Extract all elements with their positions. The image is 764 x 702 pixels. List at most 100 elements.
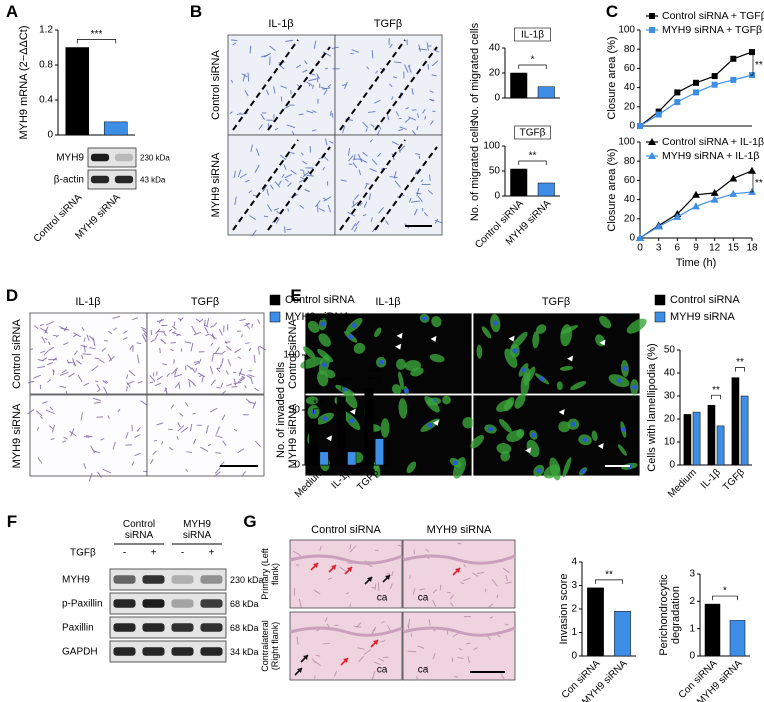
- legend-label: MYH9 siRNA + TGFβ: [662, 24, 762, 36]
- cell: [395, 110, 400, 117]
- bracket: [712, 595, 738, 601]
- cell: [50, 438, 55, 441]
- cell: [462, 577, 471, 582]
- cell: [205, 333, 210, 337]
- cell: [211, 353, 215, 362]
- nucleus: [521, 367, 527, 373]
- arrowhead: [373, 640, 378, 645]
- cell: [102, 468, 112, 474]
- micrograph: [227, 134, 336, 236]
- arrowhead: [567, 355, 574, 362]
- legend-label: Control siRNA: [670, 294, 740, 306]
- cell: [313, 589, 321, 595]
- row-label: MYH9 siRNA: [210, 152, 222, 218]
- bar: [347, 451, 357, 466]
- nucleus: [488, 426, 494, 432]
- cell: [226, 383, 233, 387]
- cell: [221, 414, 226, 421]
- band: [90, 153, 110, 162]
- cell: [274, 181, 281, 188]
- cell: [112, 315, 121, 320]
- cell: [83, 337, 86, 342]
- nucleus: [570, 421, 576, 427]
- cell: [220, 358, 224, 367]
- cell: [186, 451, 193, 453]
- cell: [391, 141, 399, 146]
- y-tick-label: 60: [624, 63, 636, 74]
- cell: [408, 64, 411, 68]
- cell: [408, 116, 416, 121]
- cell: [502, 567, 510, 574]
- blot-label: p-Paxillin: [62, 598, 103, 610]
- scratch-border: [339, 139, 406, 231]
- panel-letter: A: [5, 2, 19, 21]
- cell: [380, 640, 386, 643]
- cell: [462, 417, 474, 429]
- cell: [412, 588, 416, 595]
- micrograph: [289, 611, 403, 681]
- cell: [318, 207, 326, 212]
- band: [113, 647, 136, 656]
- arrowhead: [347, 567, 352, 572]
- cell: [170, 404, 175, 409]
- nucleus: [403, 388, 409, 394]
- cell: [89, 346, 96, 350]
- cell: [389, 43, 393, 49]
- cell: [398, 398, 408, 419]
- cell: [411, 88, 414, 95]
- cell: [270, 184, 274, 190]
- cell: [349, 545, 357, 553]
- x-tick-label: 3: [656, 243, 662, 254]
- y-tick-label: 0: [669, 460, 675, 471]
- y-tick-label: 100: [283, 350, 300, 361]
- cell: [373, 461, 381, 478]
- cell: [248, 374, 255, 378]
- marker: [748, 187, 756, 195]
- arrowhead: [432, 419, 439, 426]
- cell: [405, 107, 409, 110]
- cell: [33, 374, 41, 379]
- cell: [315, 200, 321, 208]
- cell: [371, 159, 378, 166]
- cell: [429, 120, 434, 126]
- cell: [245, 398, 252, 404]
- cell: [77, 374, 83, 383]
- bar: [65, 47, 90, 136]
- nucleus: [422, 315, 428, 321]
- row-label: Control siRNA: [287, 319, 299, 389]
- cell: [312, 84, 314, 89]
- significance: **: [736, 357, 744, 368]
- y-tick-label: 0: [689, 651, 695, 662]
- cell: [374, 583, 377, 590]
- cell: [190, 423, 193, 432]
- arrowhead: [367, 577, 372, 582]
- cell: [39, 323, 44, 327]
- legend-label: MYH9 siRNA + IL-1β: [662, 150, 759, 162]
- micrograph: [29, 394, 148, 477]
- cell: [319, 545, 322, 551]
- cell: [311, 658, 317, 664]
- cell: [213, 471, 221, 477]
- marker: [730, 76, 737, 83]
- cell: [80, 344, 88, 348]
- cell: [306, 110, 314, 114]
- y-tick-label: 80: [624, 44, 636, 55]
- chart-title: TGFβ: [520, 128, 546, 139]
- bar: [716, 425, 725, 466]
- cell: [504, 623, 509, 626]
- bar: [510, 168, 528, 197]
- cell: [496, 442, 512, 455]
- cell: [449, 594, 454, 600]
- bar: [364, 387, 374, 466]
- y-axis-label: MYH9 mRNA (2−ΔΔCt): [18, 25, 30, 139]
- cell: [47, 379, 51, 383]
- cell: [93, 450, 101, 454]
- cell: [86, 334, 90, 341]
- cell: [331, 46, 339, 50]
- bracket: [735, 367, 745, 372]
- arrowhead: [455, 568, 460, 573]
- cell: [251, 324, 253, 328]
- cell: [178, 412, 184, 417]
- blot-label: β-actin: [53, 174, 84, 186]
